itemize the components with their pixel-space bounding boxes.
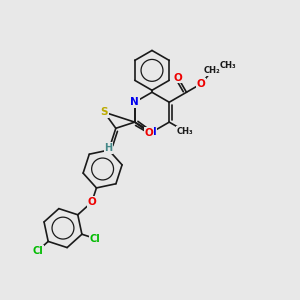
Text: CH₂: CH₂ [204, 66, 220, 75]
Text: CH₃: CH₃ [176, 127, 193, 136]
Text: N: N [130, 97, 139, 107]
Text: O: O [88, 197, 96, 207]
Text: S: S [100, 107, 108, 117]
Text: CH₃: CH₃ [220, 61, 236, 70]
Text: O: O [145, 128, 154, 138]
Text: N: N [148, 127, 156, 137]
Text: Cl: Cl [32, 246, 43, 256]
Text: H: H [104, 143, 112, 153]
Text: O: O [197, 79, 206, 89]
Text: Cl: Cl [90, 234, 101, 244]
Text: O: O [174, 73, 182, 82]
